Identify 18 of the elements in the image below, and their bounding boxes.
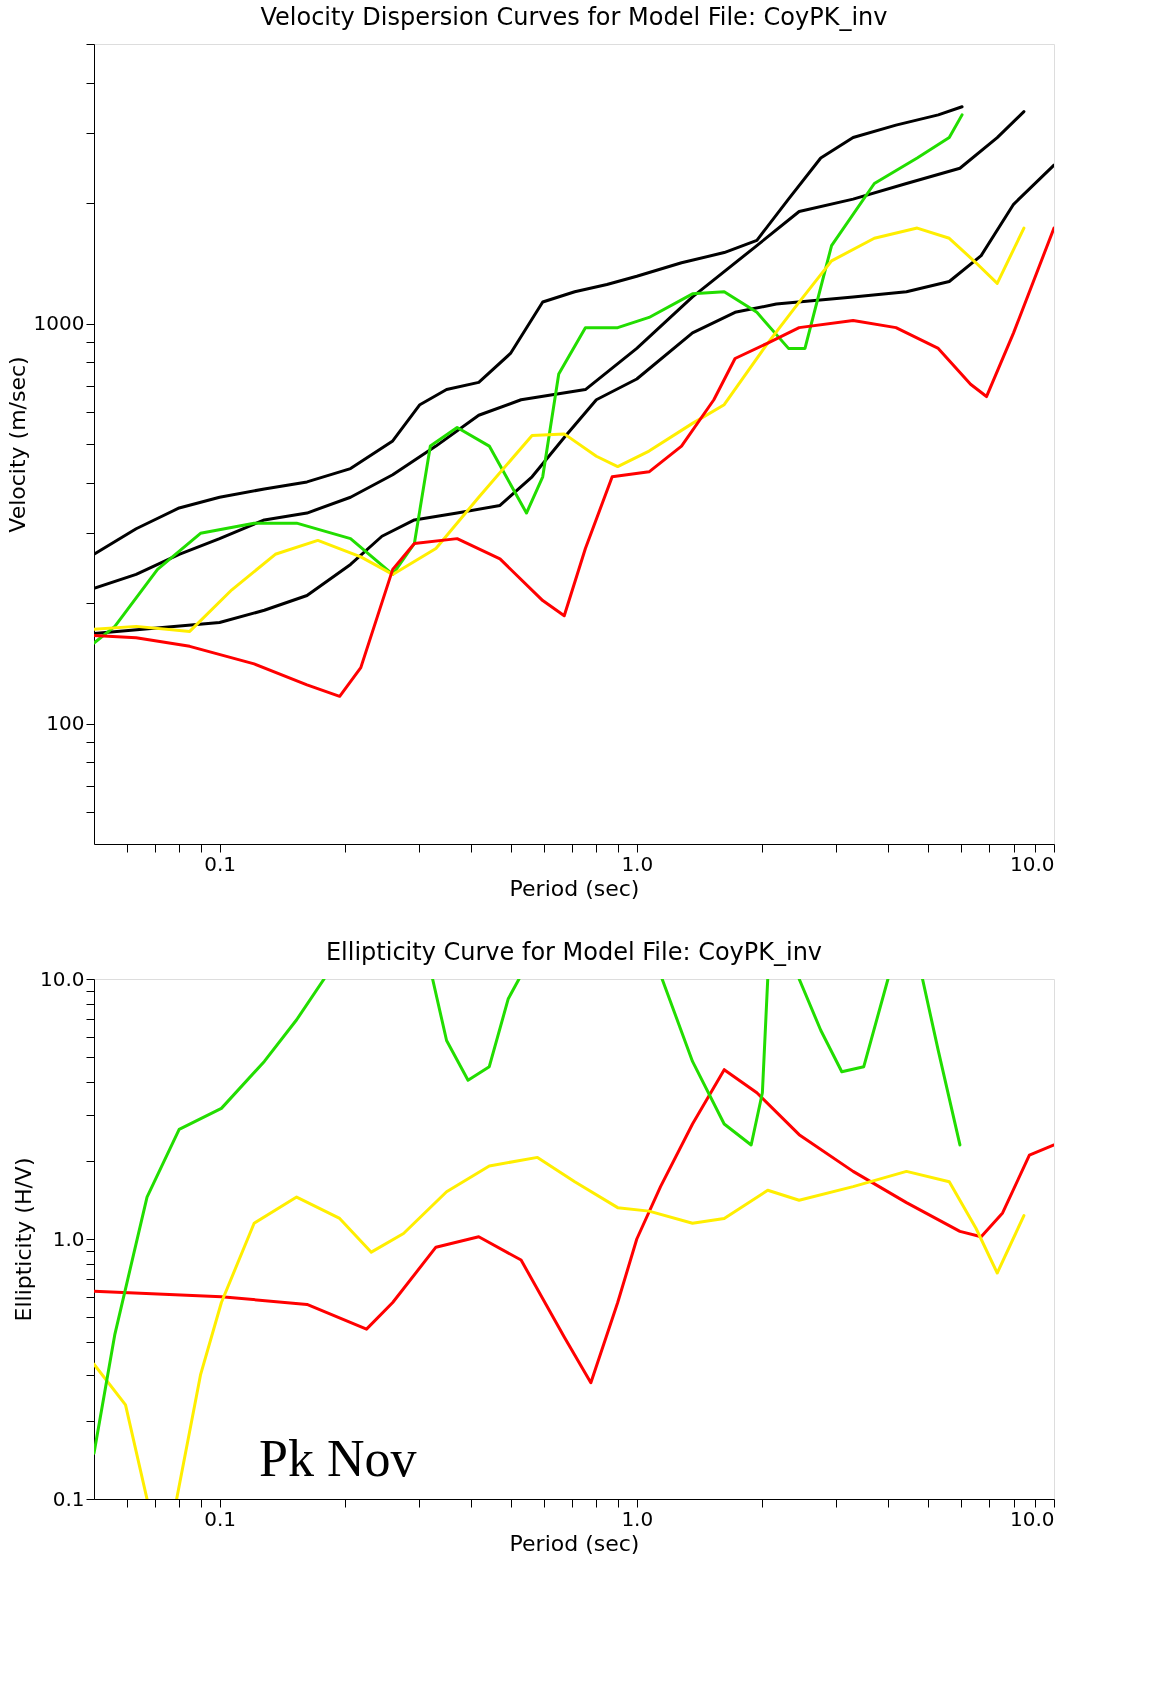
y-tick-label: 1.0 <box>52 1226 85 1251</box>
x-axis-title: Period (sec) <box>509 875 640 901</box>
y-tick-label: 0.1 <box>52 1486 85 1511</box>
y-tick-label: 10.0 <box>39 966 85 991</box>
annotation: Pk Nov <box>259 1430 417 1487</box>
x-tick-label: 10.0 <box>1009 851 1055 876</box>
y-tick-label: 100 <box>46 711 85 736</box>
x-tick-label: 0.1 <box>204 1506 236 1531</box>
x-tick-label: 10.0 <box>1009 1506 1055 1531</box>
chart-title: Ellipticity Curve for Model File: CoyPK_inv <box>325 938 823 966</box>
y-axis-title: Ellipticity (H/V) <box>10 1157 36 1322</box>
y-axis-title: Velocity (m/sec) <box>4 356 30 533</box>
x-tick-label: 1.0 <box>621 851 654 876</box>
x-axis-title: Period (sec) <box>509 1530 640 1556</box>
chart-title: Velocity Dispersion Curves for Model File: CoyPK_inv <box>260 3 888 31</box>
x-tick-label: 0.1 <box>204 851 236 876</box>
x-tick-label: 1.0 <box>621 1506 654 1531</box>
y-tick-label: 1000 <box>33 311 85 336</box>
